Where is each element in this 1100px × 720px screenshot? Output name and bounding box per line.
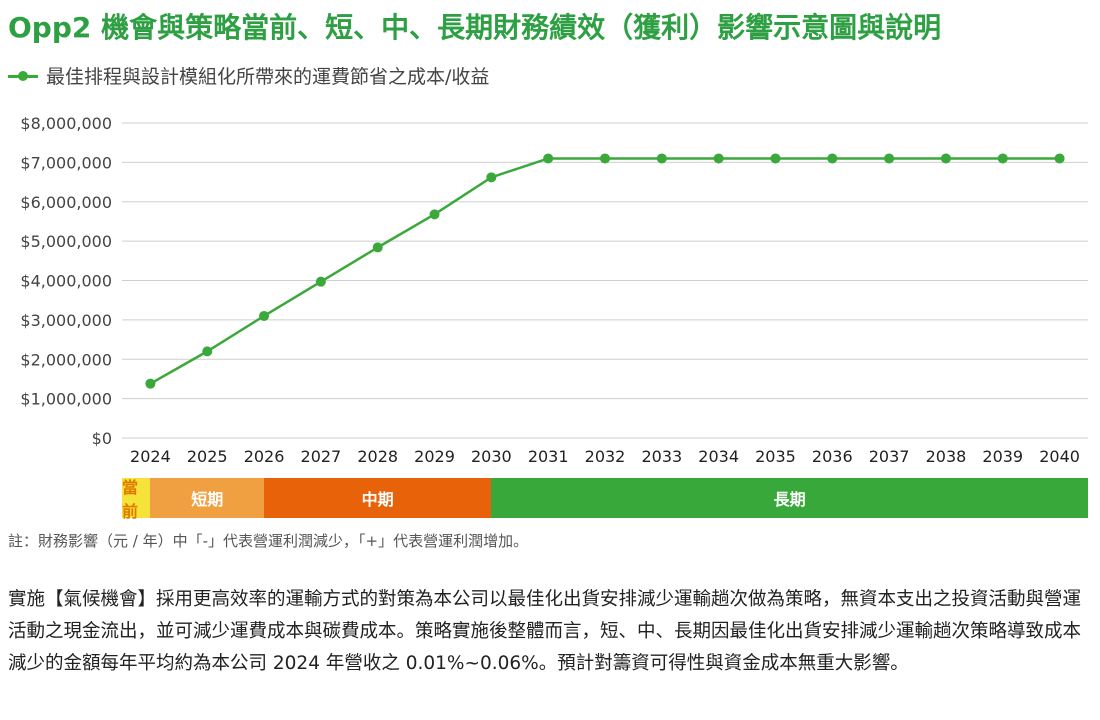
data-point [827, 153, 838, 164]
phase-segment: 短期 [150, 478, 265, 518]
x-tick-label: 2025 [187, 447, 228, 466]
x-tick-label: 2028 [357, 447, 398, 466]
data-point [1054, 153, 1065, 164]
data-point [145, 378, 156, 389]
x-tick-label: 2029 [414, 447, 455, 466]
data-point [940, 153, 951, 164]
x-tick-label: 2033 [641, 447, 682, 466]
description-paragraph: 實施【氣候機會】採用更高效率的運輸方式的對策為本公司以最佳化出貨安排減少運輸趟次… [8, 589, 1082, 674]
y-tick-label: $8,000,000 [20, 114, 112, 133]
y-tick-label: $7,000,000 [20, 153, 112, 172]
x-tick-label: 2035 [755, 447, 796, 466]
footnote: 註：財務影響（元 / 年）中「-」代表營運利潤減少，「+」代表營運利潤增加。 [8, 532, 529, 550]
y-tick-label: $5,000,000 [20, 232, 112, 251]
chart-title: Opp2 機會與策略當前、短、中、長期財務績效（獲利）影響示意圖與說明 [8, 11, 942, 44]
data-point [997, 153, 1008, 164]
y-tick-label: $2,000,000 [20, 350, 112, 369]
data-point [259, 310, 270, 321]
y-tick-label: $4,000,000 [20, 272, 112, 291]
data-point [429, 209, 440, 220]
data-point [713, 153, 724, 164]
legend-line-marker-icon [8, 69, 38, 83]
line-chart: $0 $1,000,000 $2,000,000 $3,000,000 $4,000,0… [20, 114, 1088, 466]
x-tick-label: 2024 [130, 447, 171, 466]
x-tick-label: 2037 [869, 447, 910, 466]
x-tick-label: 2031 [528, 447, 569, 466]
y-tick-label: $3,000,000 [20, 311, 112, 330]
y-tick-label: $1,000,000 [20, 390, 112, 409]
legend-label: 最佳排程與設計模組化所帶來的運費節省之成本/收益 [46, 66, 490, 88]
data-point [543, 153, 554, 164]
y-tick-label: $0 [92, 429, 112, 448]
x-tick-label: 2027 [301, 447, 342, 466]
series-line [149, 157, 1060, 385]
data-point [486, 172, 497, 183]
data-point [202, 346, 213, 357]
data-point [372, 242, 383, 253]
x-tick-label: 2026 [244, 447, 285, 466]
legend: 最佳排程與設計模組化所帶來的運費節省之成本/收益 [8, 62, 489, 89]
x-tick-label: 2039 [982, 447, 1023, 466]
x-tick-label: 2030 [471, 447, 512, 466]
data-point [315, 276, 326, 287]
x-tick-label: 2040 [1039, 447, 1080, 466]
phase-bar: 當前 短期 中期 長期 [122, 478, 1088, 521]
phase-segment: 當前 [122, 478, 151, 521]
data-point [600, 153, 610, 164]
data-point [656, 153, 667, 164]
x-tick-label: 2034 [698, 447, 739, 466]
phase-segment: 中期 [264, 478, 492, 518]
phase-segment: 長期 [491, 478, 1088, 518]
x-tick-label: 2036 [812, 447, 853, 466]
x-tick-label: 2038 [926, 447, 967, 466]
x-tick-label: 2032 [585, 447, 626, 466]
data-point [884, 153, 895, 164]
y-tick-label: $6,000,000 [20, 193, 112, 212]
data-point [770, 153, 781, 164]
